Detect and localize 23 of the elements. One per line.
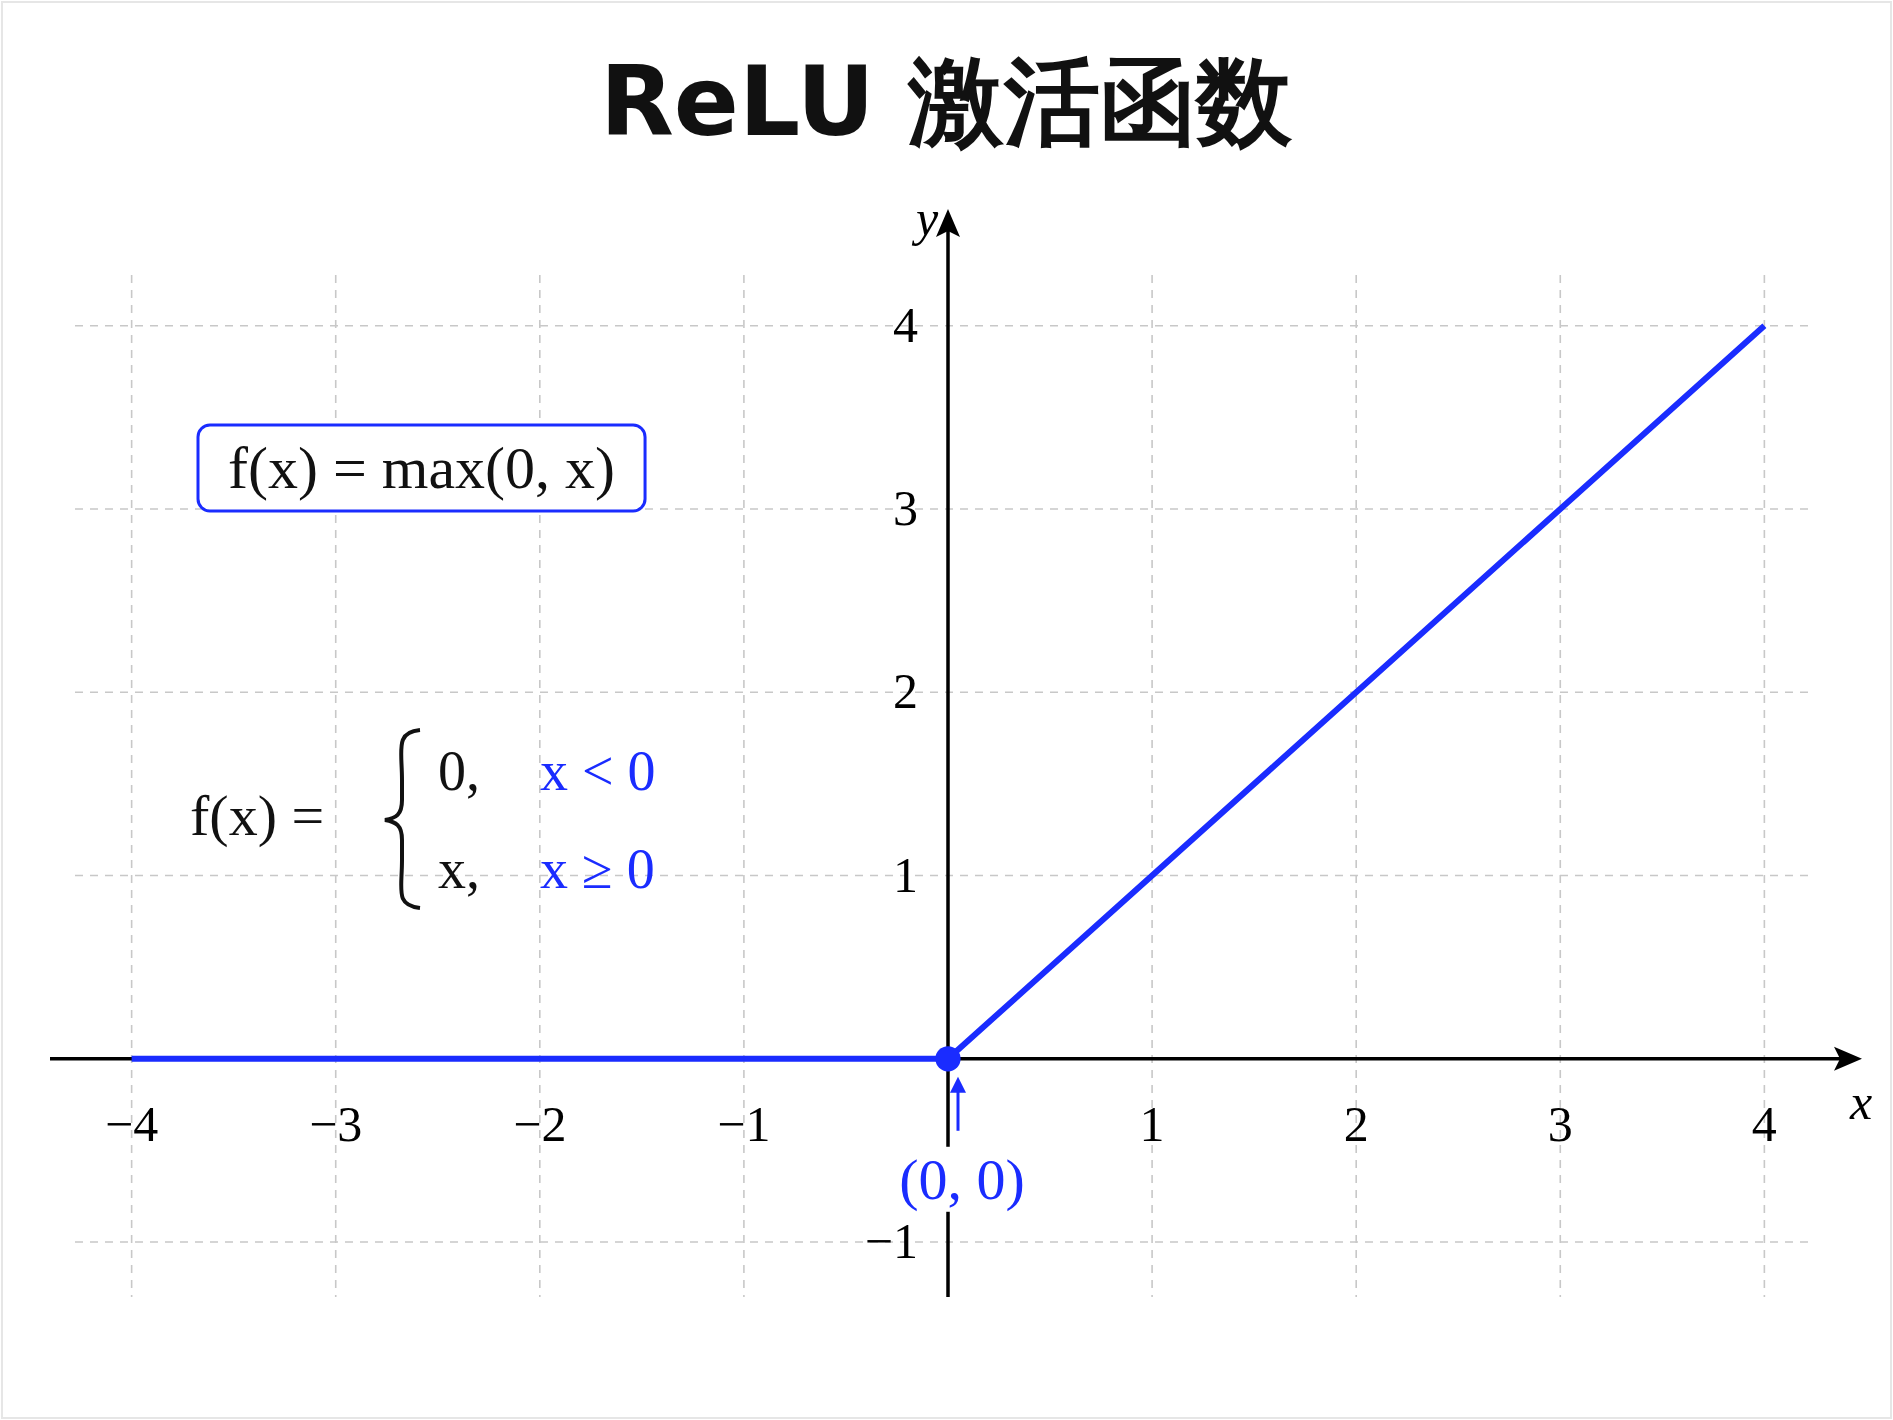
annotation: f(x) = <box>190 783 325 848</box>
annotation: x ≥ 0 <box>540 838 655 900</box>
x-tick-label: 3 <box>1547 1095 1573 1152</box>
y-tick-label: 3 <box>893 480 918 537</box>
y-axis-title: y <box>911 190 939 246</box>
x-tick-label: −2 <box>513 1095 567 1152</box>
x-tick-label: −3 <box>309 1095 363 1152</box>
annotation: (0, 0) <box>899 1146 1025 1212</box>
y-tick-label: −1 <box>864 1213 918 1270</box>
annotation: x < 0 <box>540 740 656 802</box>
x-tick-label: 1 <box>1139 1095 1165 1152</box>
x-tick-label: −4 <box>105 1095 159 1152</box>
y-tick-label: 1 <box>893 846 918 903</box>
x-tick-label: 4 <box>1751 1095 1777 1152</box>
y-tick-label: 4 <box>893 296 918 353</box>
x-tick-label: 2 <box>1343 1095 1369 1152</box>
chart-title: ReLU 激活函数 <box>599 46 1294 158</box>
x-axis-title: x <box>1849 1073 1873 1130</box>
annotation: x, <box>438 838 480 900</box>
annotation: 0, <box>438 740 480 802</box>
y-tick-label: 2 <box>893 663 918 720</box>
annotation: f(x) = max(0, x) <box>228 435 616 501</box>
x-tick-label: −1 <box>717 1095 771 1152</box>
